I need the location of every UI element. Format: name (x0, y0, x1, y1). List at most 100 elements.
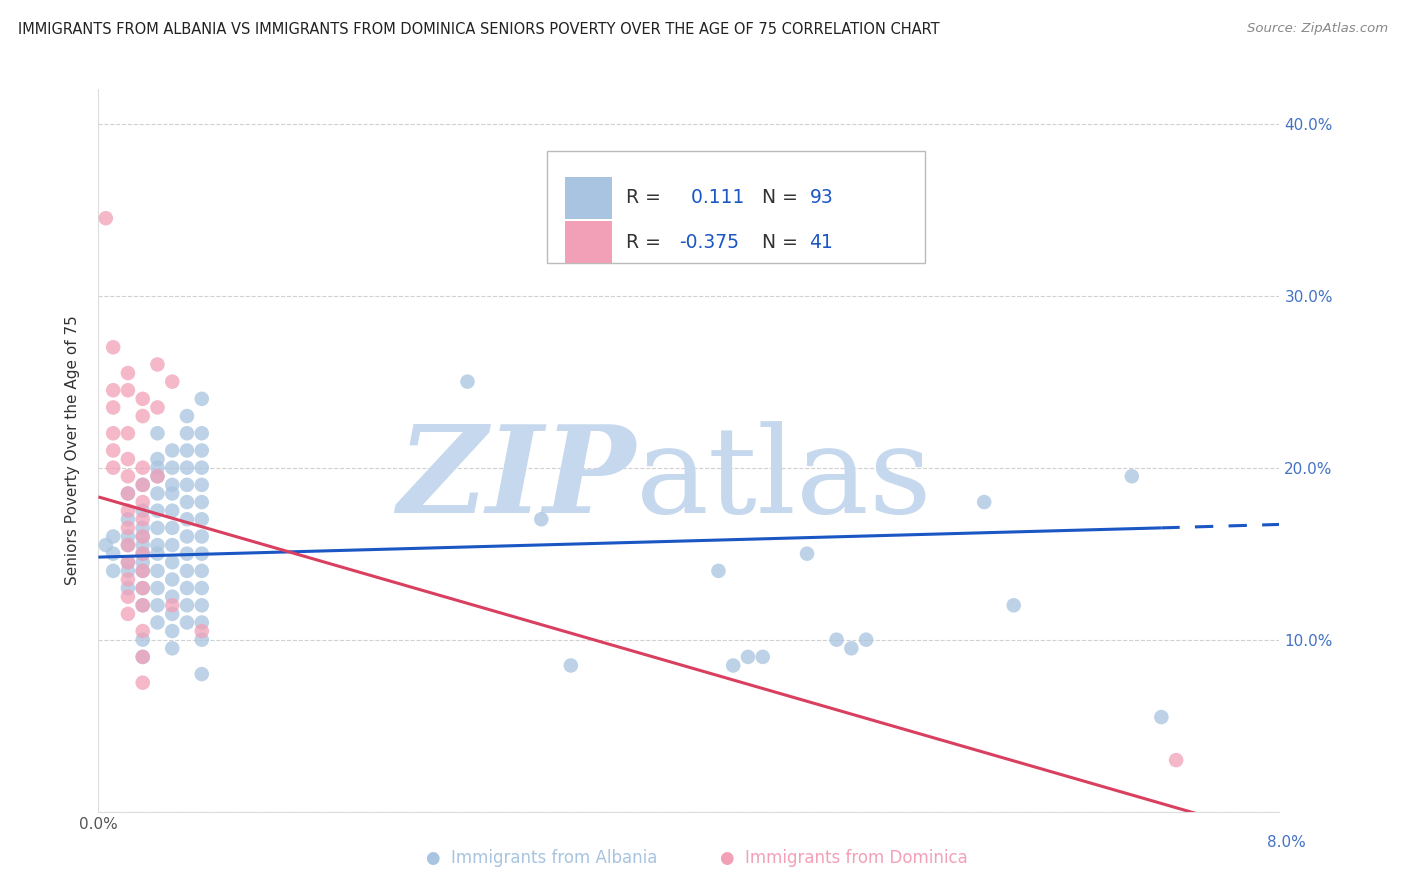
Point (117, 521, 139, 535)
Point (103, 460, 125, 475)
Point (132, 581, 155, 595)
Point (132, 555, 155, 569)
Point (146, 469, 169, 483)
Point (162, 538, 183, 552)
Point (94, 211, 117, 226)
Point (103, 384, 125, 398)
Point (132, 529, 155, 543)
Point (146, 581, 169, 595)
Point (176, 495, 198, 509)
Text: N =: N = (762, 188, 799, 207)
Point (146, 503, 169, 517)
Text: 8.0%: 8.0% (1267, 836, 1306, 850)
Point (162, 521, 183, 535)
Point (825, 632, 848, 647)
Bar (565, 177, 612, 219)
Point (162, 478, 183, 492)
Text: Source: ZipAtlas.com: Source: ZipAtlas.com (1247, 22, 1388, 36)
Point (94, 538, 117, 552)
Point (146, 401, 169, 415)
Point (530, 512, 553, 526)
Text: IMMIGRANTS FROM ALBANIA VS IMMIGRANTS FROM DOMINICA SENIORS POVERTY OVER THE AGE: IMMIGRANTS FROM ALBANIA VS IMMIGRANTS FR… (18, 22, 939, 37)
Point (117, 564, 139, 578)
Text: R =: R = (626, 188, 661, 207)
Point (117, 581, 139, 595)
Point (132, 581, 155, 595)
Point (103, 529, 125, 543)
Point (191, 615, 214, 630)
Point (191, 426, 214, 441)
Point (132, 495, 155, 509)
Text: ●  Immigrants from Albania: ● Immigrants from Albania (426, 849, 657, 867)
Point (162, 590, 183, 604)
Point (191, 460, 214, 475)
Point (146, 426, 169, 441)
Point (162, 503, 183, 517)
Point (146, 538, 169, 552)
Point (132, 547, 155, 561)
Point (117, 469, 139, 483)
Point (176, 426, 198, 441)
Point (117, 512, 139, 526)
Point (162, 375, 183, 389)
Point (103, 426, 125, 441)
Point (457, 375, 479, 389)
Point (191, 512, 214, 526)
Point (146, 486, 169, 500)
Point (191, 392, 214, 406)
Point (146, 469, 169, 483)
Point (146, 460, 169, 475)
Point (560, 658, 582, 673)
Point (132, 512, 155, 526)
Point (191, 529, 214, 543)
Point (117, 384, 139, 398)
Point (678, 237, 700, 252)
Point (723, 658, 745, 673)
Point (117, 366, 139, 380)
Point (132, 599, 155, 613)
Point (191, 667, 214, 681)
Point (117, 486, 139, 500)
Point (752, 649, 775, 664)
Point (176, 564, 198, 578)
Point (132, 649, 155, 664)
Point (162, 607, 183, 621)
Point (1002, 599, 1025, 613)
Point (191, 624, 214, 639)
Point (191, 478, 214, 492)
Point (117, 529, 139, 543)
Text: 0.111: 0.111 (679, 188, 745, 207)
Point (162, 624, 183, 639)
Point (162, 641, 183, 656)
Point (176, 460, 198, 475)
Point (162, 573, 183, 587)
Point (707, 564, 730, 578)
Point (117, 452, 139, 467)
Point (132, 478, 155, 492)
Point (191, 547, 214, 561)
Text: 93: 93 (810, 188, 834, 207)
Point (132, 599, 155, 613)
Point (1121, 469, 1143, 483)
Point (855, 632, 877, 647)
Point (103, 340, 125, 354)
Point (132, 538, 155, 552)
Text: R =: R = (626, 233, 661, 252)
Point (117, 607, 139, 621)
Point (191, 632, 214, 647)
Point (103, 547, 125, 561)
Text: ZIP: ZIP (398, 420, 636, 539)
Point (176, 443, 198, 458)
Point (132, 392, 155, 406)
Point (117, 555, 139, 569)
Point (176, 512, 198, 526)
Point (132, 632, 155, 647)
Point (176, 409, 198, 423)
Point (117, 503, 139, 517)
Point (191, 495, 214, 509)
Point (176, 478, 198, 492)
Bar (565, 221, 612, 263)
Point (191, 581, 214, 595)
Point (132, 521, 155, 535)
Bar (547, 151, 925, 262)
